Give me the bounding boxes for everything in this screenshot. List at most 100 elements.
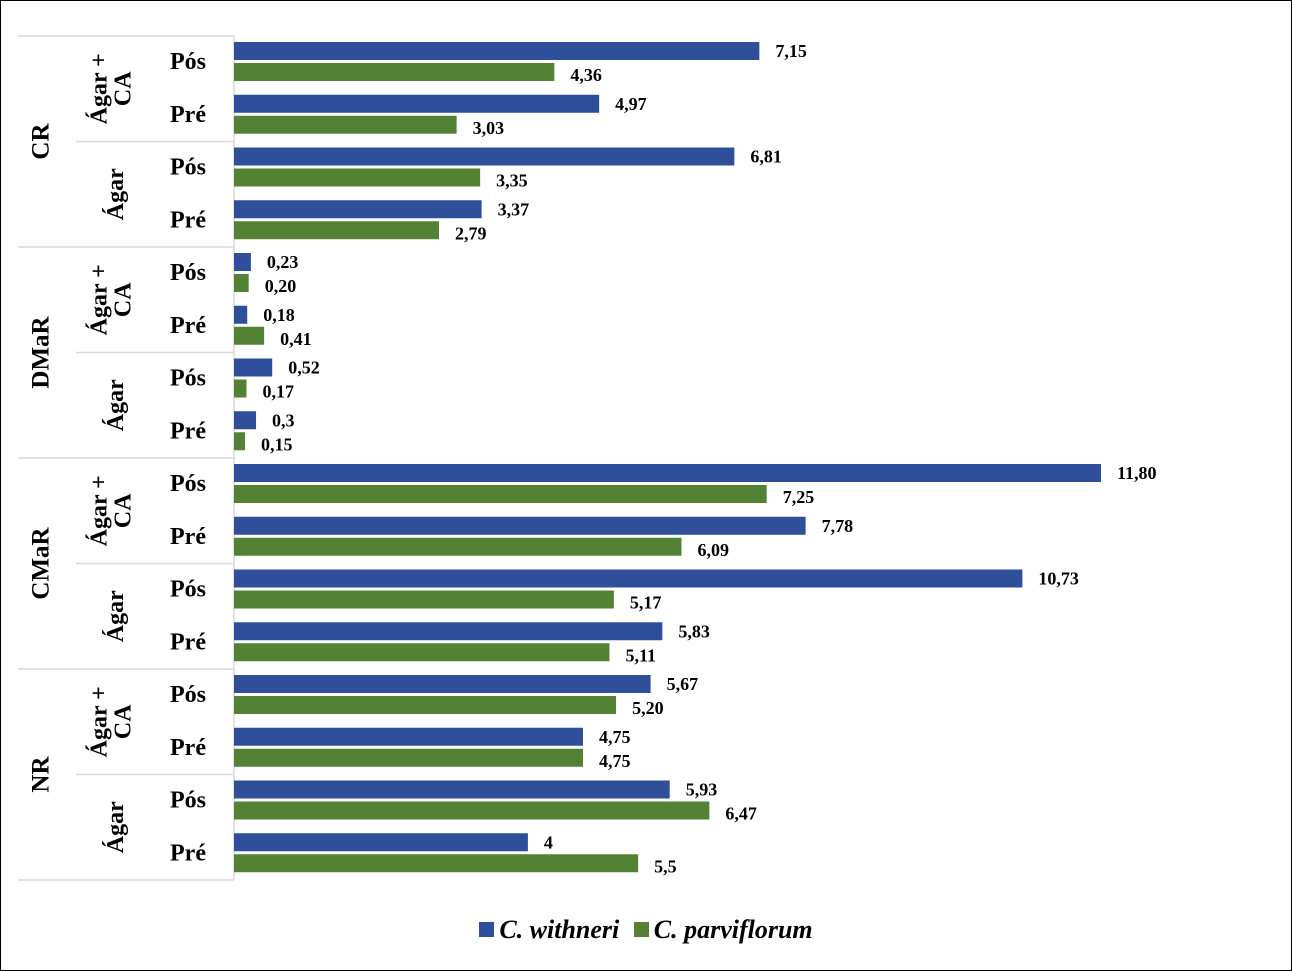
legend-item-withneri: C. withneri <box>479 915 619 945</box>
bar-withneri <box>234 569 1023 588</box>
subgroup-label-line1: Ágar + <box>86 475 112 546</box>
bar-withneri <box>234 833 528 852</box>
row-label-pos: Pós <box>170 49 206 75</box>
data-label-withneri: 11,80 <box>1117 463 1157 483</box>
row-label-pos: Pós <box>170 366 206 392</box>
data-label-withneri: 10,73 <box>1038 569 1079 589</box>
data-label-parviflorum: 3,35 <box>496 171 528 191</box>
row-label-pos: Pós <box>170 682 206 708</box>
data-label-withneri: 7,78 <box>822 516 854 536</box>
group-label-cmar: CMaR <box>28 526 55 599</box>
data-label-parviflorum: 0,15 <box>261 434 293 454</box>
data-label-parviflorum: 2,79 <box>455 223 487 243</box>
bar-withneri <box>234 516 806 535</box>
bar-parviflorum <box>234 590 614 609</box>
legend-swatch-parviflorum <box>633 922 649 937</box>
bar-withneri <box>234 94 600 113</box>
subgroup-label: Ágar <box>103 379 129 431</box>
bar-withneri <box>234 780 670 799</box>
data-label-parviflorum: 5,5 <box>654 856 677 876</box>
data-label-parviflorum: 5,11 <box>625 645 656 665</box>
bar-parviflorum <box>234 432 246 451</box>
bar-withneri <box>234 675 651 693</box>
data-label-parviflorum: 0,17 <box>262 382 294 402</box>
bar-parviflorum <box>234 274 249 292</box>
subgroup-label: Ágar <box>103 168 129 220</box>
bar-parviflorum <box>234 485 767 503</box>
row-label-pos: Pós <box>170 788 206 814</box>
bar-parviflorum <box>234 643 610 662</box>
bar-parviflorum <box>234 221 439 240</box>
data-label-parviflorum: 5,17 <box>630 593 662 613</box>
bar-withneri <box>234 464 1101 482</box>
row-label-pre: Pré <box>170 840 206 866</box>
data-label-parviflorum: 0,20 <box>265 276 297 296</box>
bar-parviflorum <box>234 168 481 187</box>
data-label-parviflorum: 6,09 <box>697 540 729 560</box>
data-label-parviflorum: 3,03 <box>473 118 505 138</box>
bar-parviflorum <box>234 696 617 714</box>
row-label-pre: Pré <box>170 207 206 233</box>
data-label-withneri: 0,18 <box>263 305 295 325</box>
data-label-withneri: 5,67 <box>667 674 699 694</box>
subgroup-label-line1: Ágar + <box>86 264 112 335</box>
row-label-pre: Pré <box>170 313 206 339</box>
data-label-withneri: 4 <box>544 832 553 852</box>
subgroup-label-line1: Ágar + <box>86 53 112 124</box>
group-label-cr: CR <box>28 123 55 160</box>
data-label-withneri: 0,52 <box>288 358 320 378</box>
subgroup-label: Ágar +CA <box>86 475 136 546</box>
bar-withneri <box>234 147 735 166</box>
data-label-withneri: 3,37 <box>498 199 530 219</box>
subgroup-label-line2: CA <box>110 71 136 106</box>
data-label-parviflorum: 4,75 <box>599 751 631 771</box>
legend-swatch-withneri <box>479 922 495 937</box>
bar-parviflorum <box>234 537 682 556</box>
data-label-parviflorum: 0,41 <box>280 329 312 349</box>
data-label-withneri: 0,3 <box>272 410 295 430</box>
row-label-pre: Pré <box>170 524 206 550</box>
data-label-withneri: 5,83 <box>678 621 710 641</box>
bar-withneri <box>234 253 251 271</box>
data-label-parviflorum: 6,47 <box>725 804 757 824</box>
row-label-pos: Pós <box>170 260 206 286</box>
bar-parviflorum <box>234 801 710 820</box>
bar-parviflorum <box>234 115 457 134</box>
row-label-pre: Pré <box>170 735 206 761</box>
bar-parviflorum <box>234 379 247 398</box>
data-label-withneri: 0,23 <box>267 252 299 272</box>
subgroup-label-line1: Ágar + <box>86 686 112 757</box>
row-label-pre: Pré <box>170 418 206 444</box>
bar-withneri <box>234 42 760 60</box>
data-label-parviflorum: 7,25 <box>783 487 815 507</box>
bar-parviflorum <box>234 63 555 81</box>
data-label-parviflorum: 5,20 <box>632 698 664 718</box>
row-label-pos: Pós <box>170 155 206 181</box>
subgroup-label-line2: CA <box>110 282 136 317</box>
bar-parviflorum <box>234 854 639 873</box>
legend-item-parviflorum: C. parviflorum <box>633 914 813 945</box>
bar-parviflorum <box>234 326 265 345</box>
row-label-pre: Pré <box>170 102 206 128</box>
data-label-withneri: 6,81 <box>750 147 782 167</box>
bar-withneri <box>234 305 248 324</box>
bar-withneri <box>234 727 584 746</box>
data-label-parviflorum: 4,36 <box>570 65 602 85</box>
group-label-nr: NR <box>28 756 55 793</box>
bar-withneri <box>234 622 663 641</box>
legend: C. withneri C. parviflorum <box>0 914 1292 945</box>
subgroup-label-line2: CA <box>110 704 136 739</box>
subgroup-label: Ágar +CA <box>86 686 136 757</box>
bar-parviflorum <box>234 748 584 767</box>
bar-withneri <box>234 411 257 430</box>
row-label-pos: Pós <box>170 471 206 497</box>
subgroup-label: Ágar +CA <box>86 264 136 335</box>
legend-label-withneri: C. withneri <box>499 914 620 944</box>
data-label-withneri: 4,75 <box>599 727 631 747</box>
subgroup-label: Ágar <box>103 801 129 853</box>
legend-label-parviflorum: C. parviflorum <box>653 914 813 944</box>
row-label-pos: Pós <box>170 577 206 603</box>
bar-withneri <box>234 200 482 219</box>
bar-withneri <box>234 358 273 377</box>
row-label-pre: Pré <box>170 629 206 655</box>
